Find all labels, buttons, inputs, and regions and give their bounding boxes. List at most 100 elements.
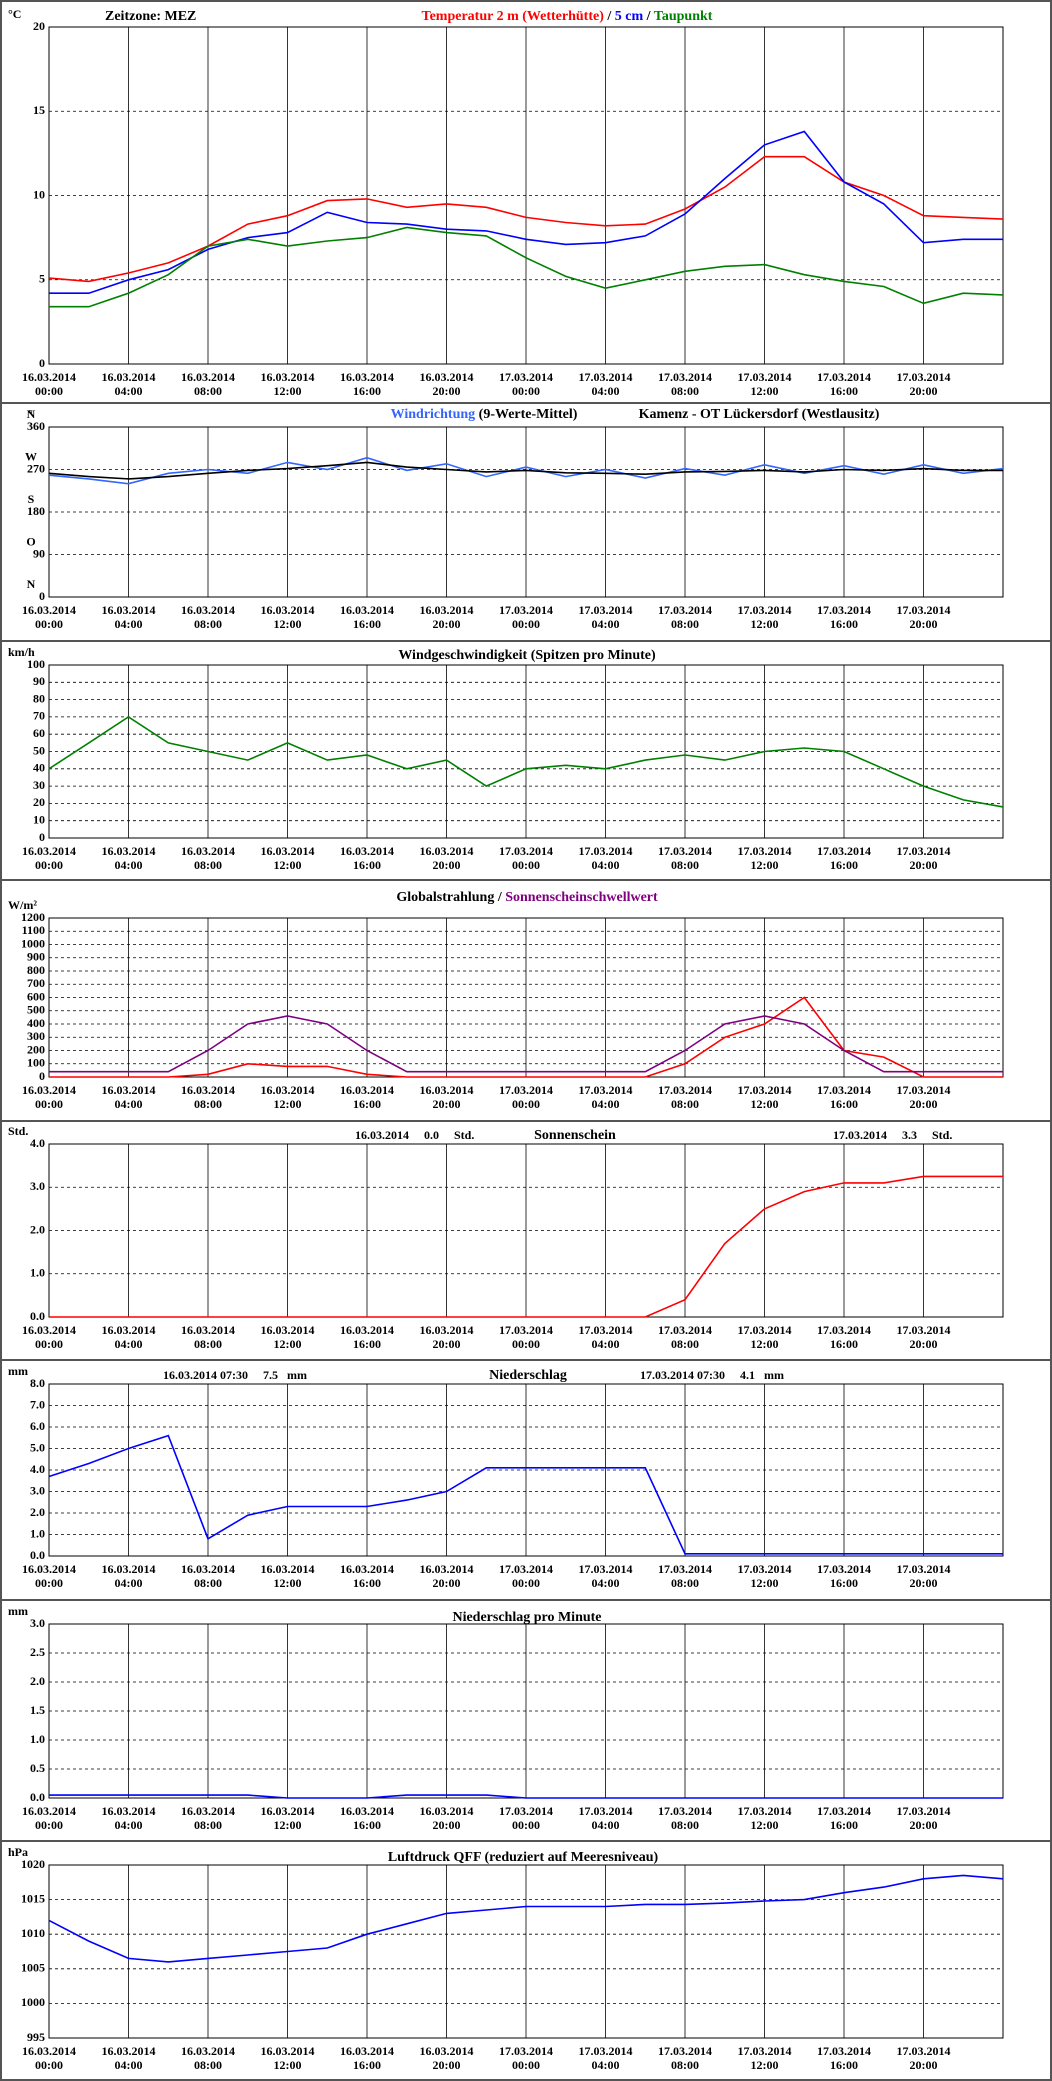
y-tick-label: 3.0 (30, 1483, 45, 1497)
x-tick-label: 16.03.2014 16:00 (340, 1083, 394, 1111)
x-tick-label: 17.03.2014 20:00 (897, 1804, 951, 1832)
x-tick-label: 16.03.2014 16:00 (340, 2044, 394, 2072)
y-tick-label: 5.0 (30, 1440, 45, 1454)
x-tick-label: 16.03.2014 16:00 (340, 844, 394, 872)
x-tick-label: 16.03.2014 12:00 (261, 1083, 315, 1111)
x-tick-label: 16.03.2014 20:00 (420, 370, 474, 398)
legend-entry: Taupunkt (654, 9, 713, 24)
x-tick-label: 16.03.2014 20:00 (420, 603, 474, 631)
y-tick-label: 0.5 (30, 1761, 45, 1775)
series-line (48, 1874, 1004, 1963)
x-tick-label: 17.03.2014 08:00 (658, 1323, 712, 1351)
unit-label: °C (8, 7, 21, 21)
x-tick-label: 17.03.2014 12:00 (738, 1562, 792, 1590)
x-tick-label: 16.03.2014 12:00 (261, 1804, 315, 1832)
y-tick-label: 3.0 (30, 1616, 45, 1630)
x-tick-label: 17.03.2014 00:00 (499, 1083, 553, 1111)
x-tick-label: 17.03.2014 12:00 (738, 844, 792, 872)
x-tick-label: 16.03.2014 16:00 (340, 1562, 394, 1590)
x-tick-label: 16.03.2014 16:00 (340, 1323, 394, 1351)
legend: Windrichtung (9-Werte-Mittel) (391, 407, 578, 422)
series-line (49, 226, 1004, 308)
unit-label: ° (28, 407, 33, 421)
y-tick-label: 1100 (22, 923, 45, 937)
x-tick-label: 17.03.2014 20:00 (897, 1083, 951, 1111)
y-tick-label: 2.5 (30, 1645, 45, 1659)
y-tick-label: 8.0 (30, 1376, 45, 1390)
x-tick-label: 17.03.2014 04:00 (579, 1083, 633, 1111)
x-tick-label: 17.03.2014 08:00 (658, 1083, 712, 1111)
y-tick-label: 500 (27, 1003, 45, 1017)
x-tick-label: 16.03.2014 00:00 (22, 1323, 76, 1351)
legend-entry: (9-Werte-Mittel) (479, 407, 578, 422)
x-tick-label: 16.03.2014 08:00 (181, 370, 235, 398)
x-tick-label: 16.03.2014 12:00 (261, 2044, 315, 2072)
x-tick-label: 17.03.2014 16:00 (817, 1083, 871, 1111)
unit-label: mm (8, 1604, 28, 1618)
series-line (49, 1015, 1003, 1073)
unit-label: W/m² (8, 898, 37, 912)
y-tick-label: 1.5 (30, 1703, 45, 1717)
y-tick-label: 90 (33, 674, 45, 688)
y-tick-label: 1000 (21, 1995, 45, 2009)
chart-title: Sonnenschein (534, 1128, 616, 1143)
x-tick-label: 17.03.2014 00:00 (499, 1323, 553, 1351)
x-tick-label: 17.03.2014 20:00 (897, 1562, 951, 1590)
x-tick-label: 17.03.2014 16:00 (817, 1562, 871, 1590)
unit-label: Std. (8, 1124, 28, 1138)
x-tick-label: 17.03.2014 16:00 (817, 1804, 871, 1832)
x-tick-label: 17.03.2014 08:00 (658, 370, 712, 398)
y-tick-label: 80 (33, 691, 45, 705)
chart-title: Luftdruck QFF (reduziert auf Meeresnivea… (388, 1850, 659, 1865)
x-tick-label: 17.03.2014 00:00 (499, 603, 553, 631)
x-tick-label: 16.03.2014 00:00 (22, 1804, 76, 1832)
y-tick-label: 1.0 (30, 1732, 45, 1746)
x-tick-label: 16.03.2014 00:00 (22, 1562, 76, 1590)
x-tick-label: 17.03.2014 00:00 (499, 844, 553, 872)
y-tick-label: 30 (33, 778, 45, 792)
x-tick-label: 17.03.2014 00:00 (499, 370, 553, 398)
series-line (49, 1794, 1003, 1799)
legend-entry: Temperatur 2 m (Wetterhütte) (422, 9, 605, 24)
x-tick-label: 17.03.2014 08:00 (658, 603, 712, 631)
x-tick-label: 16.03.2014 20:00 (420, 1083, 474, 1111)
x-tick-label: 17.03.2014 04:00 (579, 1562, 633, 1590)
legend-entry: Globalstrahlung (396, 890, 494, 905)
x-tick-label: 17.03.2014 08:00 (658, 1804, 712, 1832)
y-tick-label: 1010 (21, 1926, 45, 1940)
series-line (49, 130, 1003, 294)
x-tick-label: 17.03.2014 04:00 (579, 1804, 633, 1832)
x-tick-label: 16.03.2014 00:00 (22, 370, 76, 398)
y-tick-label: 2.0 (30, 1674, 45, 1688)
legend-entry: Sonnenscheinschwellwert (505, 890, 658, 905)
y-tick-label: 995 (27, 2030, 45, 2044)
x-tick-label: 16.03.2014 12:00 (261, 844, 315, 872)
chart-title: Niederschlag (489, 1368, 567, 1383)
y-tick-label: 0 (39, 830, 45, 844)
chart-title: Windgeschwindigkeit (Spitzen pro Minute) (398, 648, 656, 663)
x-tick-label: 17.03.2014 04:00 (579, 1323, 633, 1351)
y-tick-label: 400 (27, 1016, 45, 1030)
x-tick-label: 16.03.2014 20:00 (420, 1323, 474, 1351)
x-tick-label: 16.03.2014 12:00 (261, 1323, 315, 1351)
y-tick-label: 0.0 (30, 1790, 45, 1804)
legend: Globalstrahlung / Sonnenscheinschwellwer… (396, 890, 658, 905)
y-tick-label: 2.0 (30, 1505, 45, 1519)
x-tick-label: 17.03.2014 12:00 (738, 1323, 792, 1351)
y-tick-label: 2.0 (30, 1222, 45, 1236)
x-tick-label: 17.03.2014 12:00 (738, 603, 792, 631)
y-tick-label: 1.0 (30, 1266, 45, 1280)
y-tick-label: 1.0 (30, 1526, 45, 1540)
series-line (48, 1434, 1003, 1555)
x-tick-label: 17.03.2014 04:00 (579, 603, 633, 631)
direction-label: N (27, 577, 36, 591)
y-tick-label: 800 (27, 963, 45, 977)
x-tick-label: 16.03.2014 20:00 (420, 1804, 474, 1832)
series-line (48, 715, 1004, 808)
x-tick-label: 17.03.2014 08:00 (658, 844, 712, 872)
note: Zeitzone: MEZ (105, 9, 196, 24)
chart-title: Niederschlag pro Minute (452, 1610, 601, 1625)
